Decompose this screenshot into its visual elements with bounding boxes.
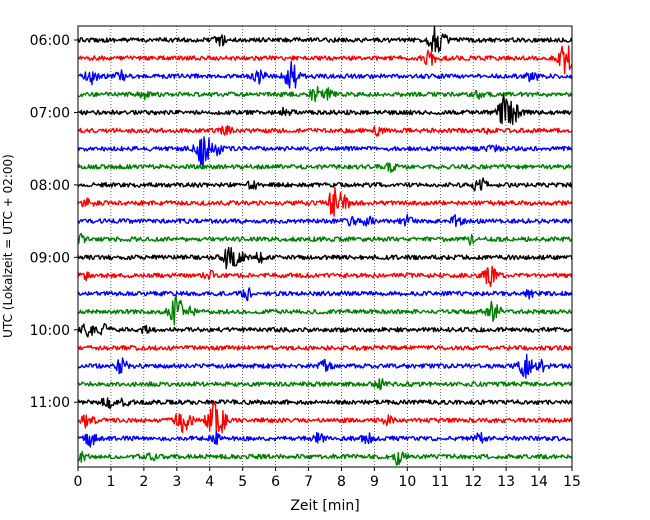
x-tick-label: 10 [398, 474, 416, 490]
trace-1100 [77, 397, 573, 410]
y-tick-label: 11:00 [30, 395, 70, 411]
y-tick-label: 07:00 [30, 105, 70, 121]
x-tick-label: 6 [271, 474, 280, 490]
y-tick-label: 06:00 [30, 33, 70, 49]
trace-0815 [77, 187, 573, 217]
x-tick-label: 11 [431, 474, 449, 490]
x-tick-label: 3 [172, 474, 181, 490]
trace-0630 [77, 61, 573, 89]
y-tick-label: 10:00 [30, 323, 70, 339]
trace-1015 [77, 345, 573, 351]
y-tick-label: 09:00 [30, 250, 70, 266]
x-tick-label: 0 [74, 474, 83, 490]
trace-0830 [77, 213, 573, 228]
y-tick-label: 08:00 [30, 178, 70, 194]
x-tick-label: 13 [497, 474, 515, 490]
x-tick-label: 8 [337, 474, 346, 490]
trace-0715 [77, 125, 573, 137]
x-axis-label: Zeit [min] [290, 498, 359, 514]
trace-0930 [77, 287, 573, 302]
trace-1145 [77, 450, 573, 466]
trace-0615 [77, 45, 573, 75]
y-axis-ticks: 06:00 07:00 08:00 09:00 10:00 11:00 [30, 33, 78, 411]
x-axis-ticks: 0 1 2 3 4 5 6 7 8 9 10 11 12 13 14 15 [74, 467, 581, 490]
trace-0700 [77, 94, 573, 125]
seismogram-traces [77, 25, 573, 466]
x-tick-label: 15 [563, 474, 581, 490]
plot-frame [77, 25, 573, 468]
trace-0745 [77, 162, 573, 173]
trace-0645 [77, 85, 573, 103]
trace-1000 [77, 323, 573, 338]
x-tick-label: 14 [530, 474, 548, 490]
trace-1030 [77, 353, 573, 379]
trace-0845 [77, 232, 573, 246]
trace-0915 [77, 265, 573, 287]
y-axis-label: UTC (Lokalzeit = UTC + 02:00) [1, 154, 15, 338]
trace-0945 [77, 295, 573, 326]
x-tick-label: 7 [304, 474, 313, 490]
x-tick-label: 5 [238, 474, 247, 490]
x-tick-label: 2 [139, 474, 148, 490]
x-tick-label: 9 [370, 474, 379, 490]
trace-0800 [77, 177, 573, 192]
trace-0900 [77, 246, 573, 270]
trace-1115 [77, 401, 573, 434]
trace-1045 [77, 378, 573, 391]
trace-0600 [77, 25, 573, 53]
trace-1130 [77, 431, 573, 448]
x-tick-label: 1 [106, 474, 115, 490]
trace-0730 [77, 136, 573, 168]
x-tick-label: 4 [205, 474, 214, 490]
x-tick-label: 12 [464, 474, 482, 490]
